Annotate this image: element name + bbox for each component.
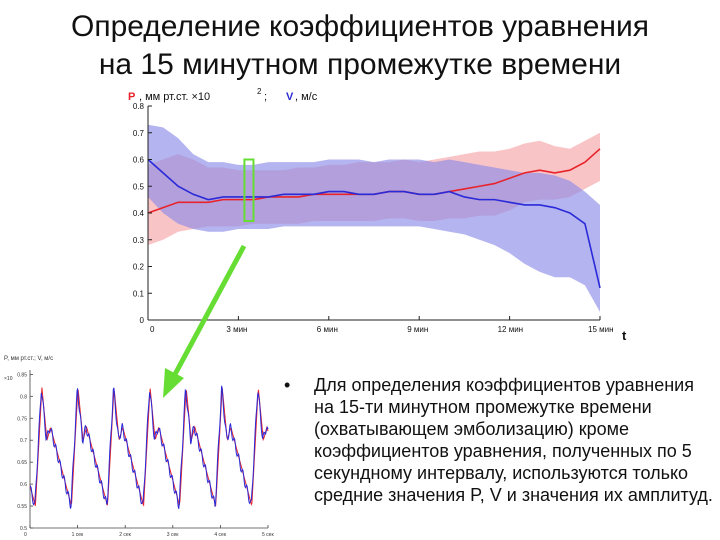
y-tick-label: 0.6 xyxy=(133,156,145,165)
inset-x-tick-label: 1 сек xyxy=(72,532,84,538)
inset-y-tick-label: 0.85 xyxy=(17,372,27,378)
inset-y-tick-label: 0.8 xyxy=(20,394,27,400)
x-tick-label: 9 мин xyxy=(407,325,428,334)
inset-y-tick-label: 0.6 xyxy=(20,482,27,488)
blue-series-line xyxy=(147,158,601,289)
highlight-box xyxy=(243,158,255,223)
y-label-v: V xyxy=(286,91,294,103)
inset-x-tick-label: 2 сек xyxy=(119,532,131,538)
title-line-2: на 15 минутном промежутке времени xyxy=(98,48,622,81)
inset-blue-line xyxy=(29,385,269,509)
x-tick-label: 3 мин xyxy=(226,325,247,334)
y-label-p-rest: , мм рт.ст. ×10 xyxy=(139,91,210,103)
y-tick-label: 0.2 xyxy=(133,263,145,272)
y-tick-label: 0.8 xyxy=(133,102,145,111)
inset-axes: 0.85 0.8 0.75 0.7 0.65 0.6 0.55 0.50 1 сек 2 сек 3… xyxy=(17,370,274,538)
y-tick-label: 0.5 xyxy=(133,182,145,191)
inset-x-tick-label: 0 xyxy=(24,532,27,538)
main-lines xyxy=(147,148,601,289)
blue-band xyxy=(148,124,600,312)
inset-y-label: P, мм рт.ст.; V, м/с xyxy=(4,356,53,362)
main-bands xyxy=(148,124,600,312)
bullet-text: Для определения коэффициентов уравнения … xyxy=(314,375,713,505)
bullet-paragraph: • Для определения коэффициентов уравнени… xyxy=(284,374,714,506)
x-axis-label: t xyxy=(622,328,627,343)
title-line-1: Определение коэффициентов уравнения xyxy=(71,10,649,43)
inset-lines xyxy=(29,385,269,509)
y-label-p: P xyxy=(128,91,135,103)
y-tick-label: 0.7 xyxy=(133,129,145,138)
x-tick-label: 15 мин xyxy=(588,325,614,334)
inset-x-tick-label: 3 сек xyxy=(167,532,179,538)
y-label-exponent: 2 xyxy=(257,87,262,96)
y-tick-label: 0 xyxy=(140,316,145,325)
x-tick-label: 0 xyxy=(150,325,155,334)
y-tick-label: 0.4 xyxy=(133,209,145,218)
y-label-v-rest: , м/с xyxy=(295,91,318,103)
inset-y-tick-label: 0.65 xyxy=(17,460,27,466)
inset-y-tick-label: 0.7 xyxy=(20,438,27,444)
main-chart: 0 0.1 0.2 0.3 0.4 0.5 0.6 0.7 0.8 0 3 мин 6 мин 9 ми… xyxy=(128,87,627,343)
x-tick-label: 12 мин xyxy=(498,325,524,334)
inset-y-tick-label: 0.75 xyxy=(17,416,27,422)
y-tick-label: 0.1 xyxy=(133,289,145,298)
inset-x-tick-label: 5 сек xyxy=(262,532,274,538)
y-tick-label: 0.3 xyxy=(133,236,145,245)
inset-chart: P, мм рт.ст.; V, м/с ×10 0.850.80.750.70… xyxy=(4,356,274,538)
bullet-dot: • xyxy=(284,375,291,395)
inset-y-tick-label: 0.5 xyxy=(20,526,27,532)
inset-y-tick-label: 0.55 xyxy=(17,504,27,510)
inset-x-tick-label: 4 сек xyxy=(214,532,226,538)
x-tick-label: 6 мин xyxy=(317,325,338,334)
slide-title: Определение коэффициентов уравнения на 1… xyxy=(0,8,720,84)
inset-scale-label: ×10 xyxy=(4,376,13,382)
y-label-separator: ; xyxy=(264,91,267,103)
